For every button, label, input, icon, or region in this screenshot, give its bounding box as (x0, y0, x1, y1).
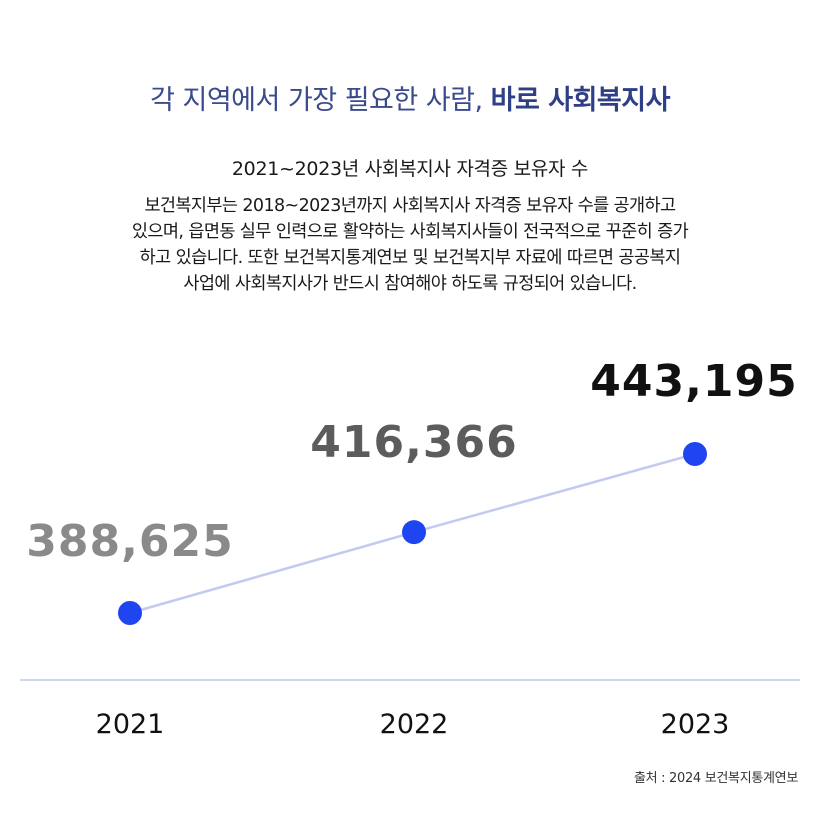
description-line: 있으며, 읍면동 실무 인력으로 활약하는 사회복지사들이 전국적으로 꾸준히 … (131, 222, 689, 242)
headline-emphasis: 바로 사회복지사 (490, 85, 671, 116)
data-point (118, 601, 142, 625)
data-point (683, 442, 707, 466)
x-tick-label: 2021 (96, 709, 165, 740)
data-label: 388,625 (26, 516, 233, 567)
description-line: 하고 있습니다. 또한 보건복지통계연보 및 보건복지부 자료에 따르면 공공복… (139, 248, 681, 268)
chart-subtitle: 2021~2023년 사회복지사 자격증 보유자 수 (231, 158, 589, 180)
description: 보건복지부는 2018~2023년까지 사회복지사 자격증 보유자 수를 공개하… (30, 193, 790, 297)
data-point (402, 520, 426, 545)
description-line: 보건복지부는 2018~2023년까지 사회복지사 자격증 보유자 수를 공개하… (144, 196, 676, 216)
x-tick-label: 2022 (380, 709, 449, 740)
source-note: 출처 : 2024 보건복지통계연보 (633, 771, 798, 786)
description-line: 사업에 사회복지사가 반드시 참여해야 하도록 규정되어 있습니다. (183, 274, 637, 294)
headline: 각 지역에서 가장 필요한 사람, 바로 사회복지사 (0, 78, 820, 117)
data-label: 443,195 (590, 356, 797, 407)
x-tick-label: 2023 (661, 709, 730, 740)
data-label: 416,366 (310, 417, 517, 468)
headline-prefix: 각 지역에서 가장 필요한 사람, (150, 85, 483, 116)
